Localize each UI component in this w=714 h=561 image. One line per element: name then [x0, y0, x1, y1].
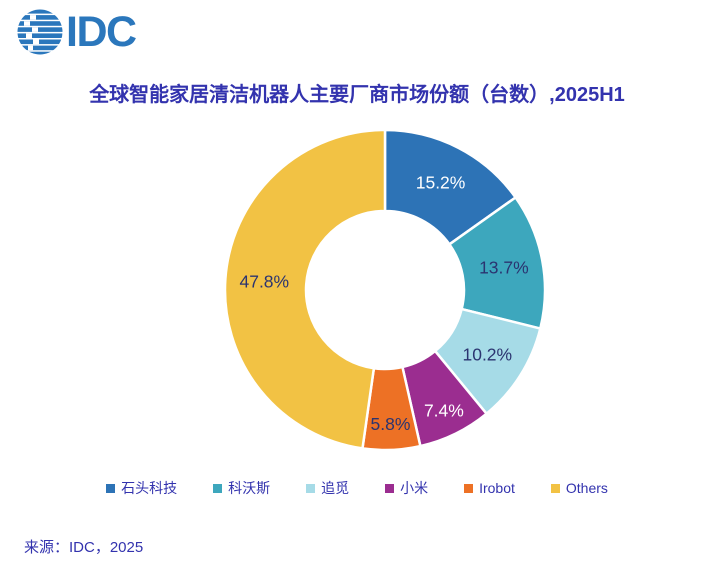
donut-segment-6	[223, 128, 387, 450]
legend-item-1: 石头科技	[106, 478, 177, 498]
legend-label: 小米	[400, 480, 429, 496]
donut-chart: 15.2% 13.7% 10.2% 7.4% 5.8% 47.8%	[223, 128, 547, 452]
legend-label: 石头科技	[121, 480, 178, 496]
idc-globe-icon	[17, 9, 63, 55]
legend-label: 追觅	[321, 480, 350, 496]
legend-swatch-icon	[385, 483, 395, 493]
donut-label-5: 5.8%	[371, 414, 411, 434]
legend-swatch-icon	[306, 483, 316, 493]
legend-label: Others	[565, 480, 608, 496]
legend-label: Irobot	[479, 480, 515, 496]
chart-title: 全球智能家居清洁机器人主要厂商市场份额（台数）,2025H1	[89, 84, 625, 106]
legend-swatch-icon	[106, 483, 116, 493]
legend-swatch-icon	[213, 483, 223, 493]
donut-label-6: 47.8%	[239, 271, 289, 291]
legend-label: 科沃斯	[228, 480, 271, 496]
legend-swatch-icon	[550, 483, 560, 493]
legend-swatch-icon	[464, 483, 474, 493]
source-note: 来源：IDC，2025	[24, 539, 144, 556]
legend-item-3: 追觅	[306, 478, 349, 498]
legend-item-4: 小米	[385, 478, 428, 498]
donut-chart-area: 15.2% 13.7% 10.2% 7.4% 5.8% 47.8%	[218, 123, 552, 457]
donut-label-4: 7.4%	[424, 400, 464, 420]
donut-label-2: 13.7%	[479, 258, 529, 278]
donut-label-3: 10.2%	[462, 345, 512, 365]
legend-item-5: Irobot	[464, 480, 515, 496]
idc-logo-text: IDC	[66, 7, 137, 56]
donut-label-1: 15.2%	[416, 173, 466, 193]
idc-logo: IDC	[17, 7, 137, 56]
chart-legend: 石头科技 科沃斯 追觅 小米 Irobot Others	[0, 478, 714, 498]
legend-item-2: 科沃斯	[213, 478, 270, 498]
legend-item-6: Others	[550, 480, 608, 496]
